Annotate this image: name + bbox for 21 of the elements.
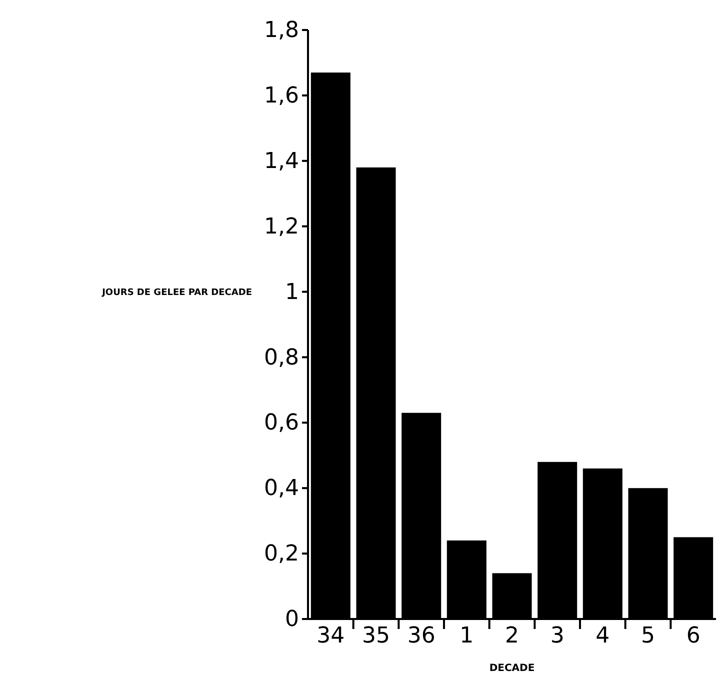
y-tick-label: 1,8: [264, 18, 299, 44]
x-tick-label: 34: [316, 624, 345, 649]
x-tick-label: 36: [407, 624, 436, 649]
y-tick-label: 1,2: [264, 214, 299, 240]
y-axis-title: JOURS DE GELEE PAR DECADE: [101, 288, 252, 298]
y-tick-label: 0,4: [264, 476, 299, 502]
x-tick-label: 5: [641, 624, 655, 649]
x-axis-title: DECADE: [489, 663, 535, 674]
y-tick-label: 0,6: [264, 410, 299, 436]
x-tick-label: 3: [550, 624, 564, 649]
x-tick-label: 1: [460, 624, 474, 649]
x-tick-label: 4: [596, 624, 610, 649]
y-tick-label: 1: [285, 280, 299, 305]
y-tick-label: 0,8: [264, 345, 299, 370]
y-tick-label: 1,4: [264, 148, 299, 174]
x-tick-label: 35: [362, 624, 390, 649]
y-tick-label: 0: [285, 607, 299, 632]
x-tick-label: 2: [505, 624, 519, 649]
x-tick-label: 6: [686, 624, 700, 649]
y-tick-label: 0,2: [264, 542, 299, 567]
y-tick-label: 1,6: [264, 83, 299, 108]
